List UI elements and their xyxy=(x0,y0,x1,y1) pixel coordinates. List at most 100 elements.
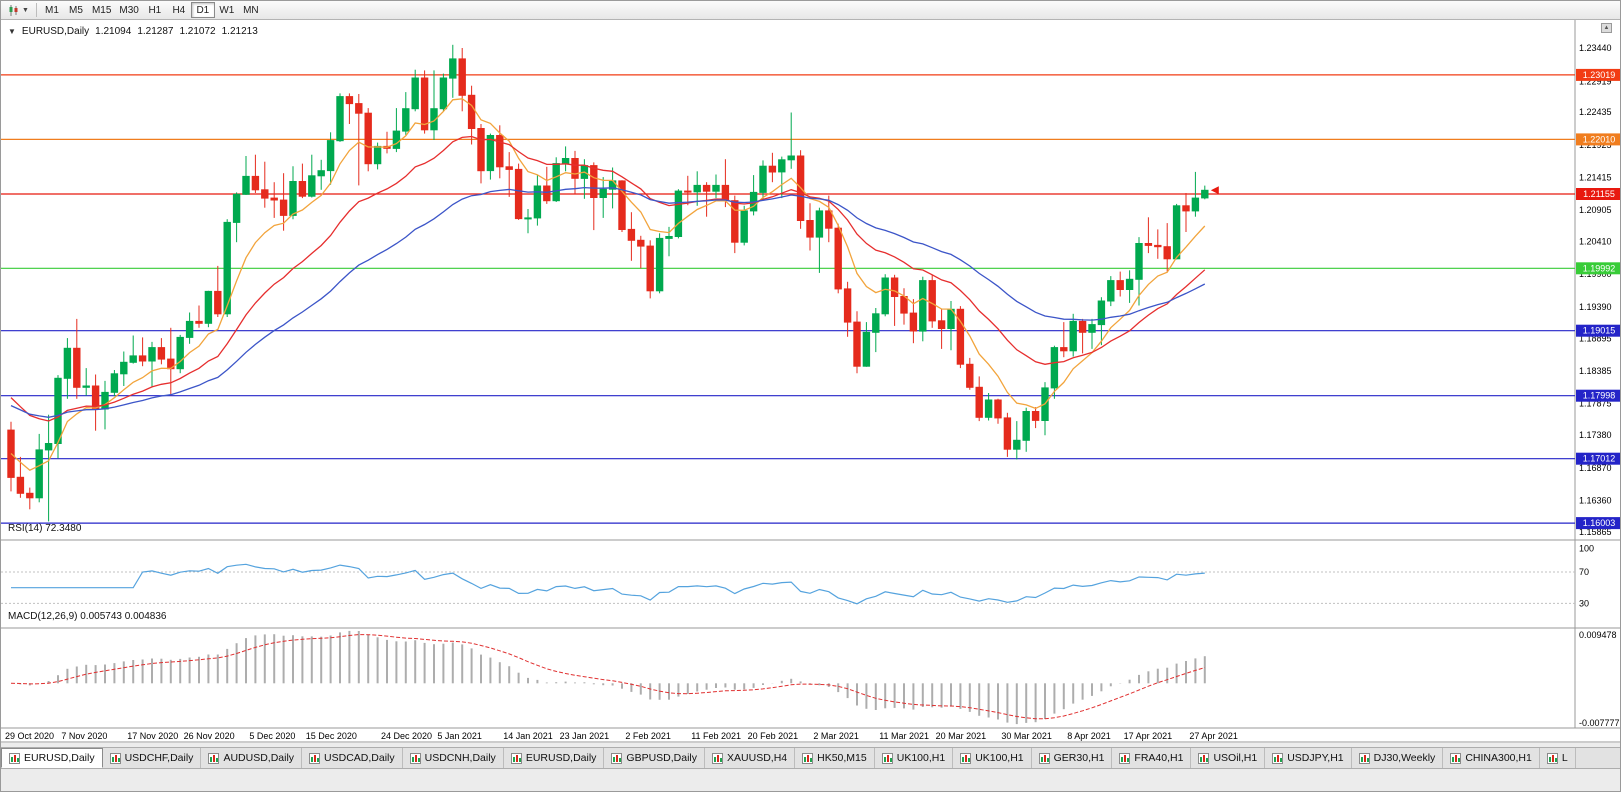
svg-text:8 Apr 2021: 8 Apr 2021 xyxy=(1067,731,1111,741)
chart-tab-icon xyxy=(1119,752,1131,764)
svg-text:30: 30 xyxy=(1579,598,1589,608)
chart-tab-icon xyxy=(510,752,522,764)
svg-text:15 Dec 2020: 15 Dec 2020 xyxy=(306,731,357,741)
scroll-to-end-button[interactable]: ▲ xyxy=(1601,23,1612,33)
chart-tab-icon xyxy=(1198,752,1210,764)
svg-text:20 Feb 2021: 20 Feb 2021 xyxy=(748,731,799,741)
svg-text:70: 70 xyxy=(1579,567,1589,577)
chart-tab-china300-h1[interactable]: CHINA300,H1 xyxy=(1443,748,1540,768)
timeframe-buttons: M1 M5 M15 M30 H1 H4 D1 W1 MN xyxy=(40,2,263,18)
chart-tab-xauusd-h4[interactable]: XAUUSD,H4 xyxy=(705,748,796,768)
svg-text:1.17998: 1.17998 xyxy=(1583,391,1616,401)
svg-text:1.19992: 1.19992 xyxy=(1583,263,1616,273)
timeframe-button-h4[interactable]: H4 xyxy=(172,5,186,16)
chart-tab-label: USOil,H1 xyxy=(1213,752,1258,764)
timeframe-toolbar: ▼ M1 M5 M15 M30 H1 H4 D1 W1 MN xyxy=(1,1,1620,20)
svg-text:1.16003: 1.16003 xyxy=(1583,518,1616,528)
chart-tab-label: UK100,H1 xyxy=(896,752,946,764)
time-axis[interactable]: 29 Oct 2020 7 Nov 2020 17 Nov 2020 26 Nov 2… xyxy=(5,731,1238,741)
svg-text:1.23440: 1.23440 xyxy=(1579,43,1612,53)
svg-text:1.19015: 1.19015 xyxy=(1583,326,1616,336)
ohlc-low: 1.21072 xyxy=(179,26,216,37)
chart-type-button[interactable]: ▼ xyxy=(3,2,33,19)
ohlc-close: 1.21213 xyxy=(221,26,258,37)
pane-separators[interactable] xyxy=(1,20,1621,743)
timeframe-button-mn[interactable]: MN xyxy=(243,5,259,16)
chart-tab-label: AUDUSD,Daily xyxy=(223,752,295,764)
svg-text:5 Jan 2021: 5 Jan 2021 xyxy=(437,731,482,741)
svg-text:1.20410: 1.20410 xyxy=(1579,237,1612,247)
svg-text:1.22919: 1.22919 xyxy=(1579,76,1612,86)
svg-text:29 Oct 2020: 29 Oct 2020 xyxy=(5,731,54,741)
chart-tab-eurusd-daily[interactable]: EURUSD,Daily xyxy=(503,748,605,768)
chart-tab-label: USDCHF,Daily xyxy=(124,752,194,764)
timeframe-button-m15[interactable]: M15 xyxy=(91,5,112,16)
chart-tab-label: EURUSD,Daily xyxy=(525,752,597,764)
chart-tab-icon xyxy=(409,752,421,764)
chart-tab-label: HK50,M15 xyxy=(817,752,867,764)
chart-title: ▼ EURUSD,Daily 1.21094 1.21287 1.21072 1… xyxy=(8,26,258,37)
svg-text:1.21155: 1.21155 xyxy=(1583,189,1615,199)
chart-tab-ger30-h1[interactable]: GER30,H1 xyxy=(1031,748,1113,768)
chart-tab-icon xyxy=(802,752,814,764)
timeframe-button-w1[interactable]: W1 xyxy=(219,5,235,16)
chart-tab-label: USDJPY,H1 xyxy=(1287,752,1344,764)
timeframe-button-h1[interactable]: H1 xyxy=(148,5,162,16)
chart-tab-icon xyxy=(109,752,121,764)
price-chart[interactable]: 1.234401.229191.224351.219251.214151.209… xyxy=(1,20,1621,743)
chart-tab-label: CHINA300,H1 xyxy=(1465,752,1532,764)
chart-tab-usoil-h1[interactable]: USOil,H1 xyxy=(1191,748,1266,768)
chart-tab-icon xyxy=(1546,752,1558,764)
chart-tab-usdcad-daily[interactable]: USDCAD,Daily xyxy=(302,748,403,768)
chart-tab-usdcnh-daily[interactable]: USDCNH,Daily xyxy=(402,748,504,768)
chart-tab-dj30-weekly[interactable]: DJ30,Weekly xyxy=(1351,748,1444,768)
chart-tab-label: USDCAD,Daily xyxy=(324,752,395,764)
candlestick-chart-icon xyxy=(9,4,18,16)
chart-tab-usdjpy-h1[interactable]: USDJPY,H1 xyxy=(1265,748,1352,768)
timeframe-button-m5[interactable]: M5 xyxy=(68,5,83,16)
chart-tab-label: FRA40,H1 xyxy=(1134,752,1184,764)
timeframe-button-m1[interactable]: M1 xyxy=(44,5,59,16)
chart-tab-uk100-h1[interactable]: UK100,H1 xyxy=(874,748,954,768)
chart-tab-label: GBPUSD,Daily xyxy=(626,752,698,764)
ohlc-high: 1.21287 xyxy=(137,26,174,37)
chart-menu-icon[interactable]: ▼ xyxy=(8,27,16,36)
svg-text:1.15865: 1.15865 xyxy=(1579,527,1612,537)
svg-text:1.16360: 1.16360 xyxy=(1579,495,1612,505)
svg-text:1.22010: 1.22010 xyxy=(1583,134,1616,144)
chart-tab-audusd-daily[interactable]: AUDUSD,Daily xyxy=(201,748,303,768)
svg-text:1.23019: 1.23019 xyxy=(1583,70,1616,80)
moving-average-20 xyxy=(10,135,1206,422)
chart-tab-uk100-h1[interactable]: UK100,H1 xyxy=(953,748,1032,768)
chart-tab-l[interactable]: L xyxy=(1539,748,1576,768)
chart-tab-hk50-m15[interactable]: HK50,M15 xyxy=(795,748,875,768)
svg-text:1.22435: 1.22435 xyxy=(1579,107,1612,117)
svg-text:1.17875: 1.17875 xyxy=(1579,399,1612,409)
svg-text:1.17012: 1.17012 xyxy=(1583,454,1616,464)
chart-tab-icon xyxy=(960,752,972,764)
timeframe-button-d1[interactable]: D1 xyxy=(190,2,215,18)
chart-tab-icon xyxy=(9,752,20,764)
svg-text:11 Mar 2021: 11 Mar 2021 xyxy=(879,731,929,741)
chart-tab-icon xyxy=(611,752,623,764)
svg-text:26 Nov 2020: 26 Nov 2020 xyxy=(184,731,235,741)
moving-average-8 xyxy=(10,98,1206,471)
chart-tab-eurusd-daily[interactable]: EURUSD,Daily xyxy=(1,748,103,768)
timeframe-button-m30[interactable]: M30 xyxy=(119,5,139,16)
rsi-line xyxy=(11,563,1205,605)
chart-tab-usdchf-daily[interactable]: USDCHF,Daily xyxy=(102,748,202,768)
ohlc-open: 1.21094 xyxy=(95,26,132,37)
chart-tab-fra40-h1[interactable]: FRA40,H1 xyxy=(1112,748,1192,768)
chart-symbol-period: EURUSD,Daily xyxy=(21,26,90,37)
chart-tab-label: UK100,H1 xyxy=(975,752,1024,764)
chart-tab-gbpusd-daily[interactable]: GBPUSD,Daily xyxy=(604,748,706,768)
chart-area[interactable]: 1.234401.229191.224351.219251.214151.209… xyxy=(1,20,1621,743)
macd-signal-line xyxy=(10,634,1205,720)
macd-label: MACD(12,26,9) 0.005743 0.004836 xyxy=(8,611,167,622)
chart-tab-label: XAUUSD,H4 xyxy=(727,752,788,764)
support-resistance-lines[interactable] xyxy=(1,74,1575,524)
svg-text:5 Dec 2020: 5 Dec 2020 xyxy=(249,731,295,741)
chart-tab-icon xyxy=(309,752,321,764)
rsi-indicator: 100 70 30 xyxy=(1,543,1594,608)
